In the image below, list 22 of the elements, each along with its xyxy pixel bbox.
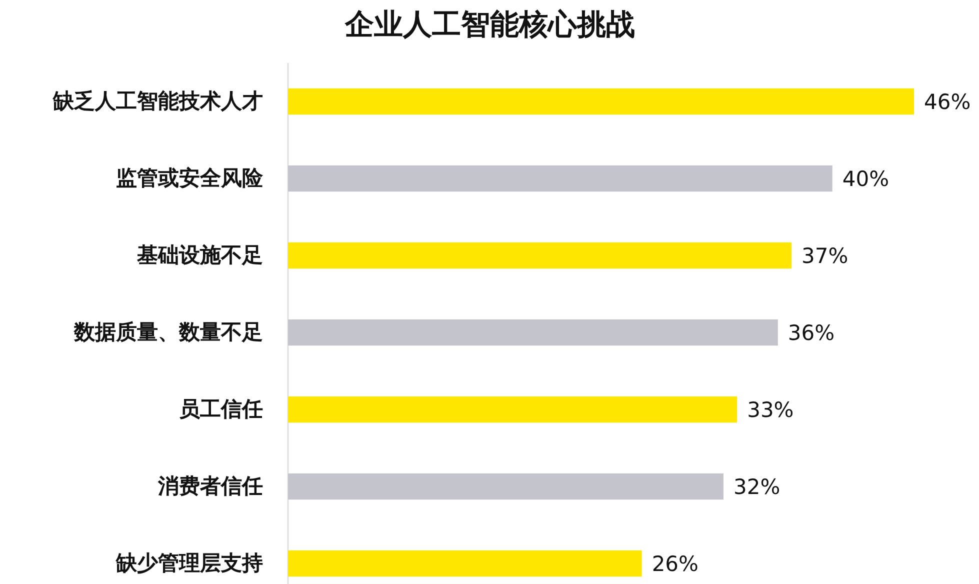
bar [288,242,792,269]
y-tick-label: 缺少管理层支持 [115,551,263,576]
y-tick-label: 缺乏人工智能技术人才 [52,89,263,114]
bar [288,550,642,577]
data-label: 26% [652,552,699,576]
bar [288,473,724,500]
data-label: 33% [747,398,794,422]
bar [288,88,914,115]
data-label: 46% [924,90,971,114]
y-tick-label: 数据质量、数量不足 [73,320,263,344]
y-tick-label: 员工信任 [179,397,263,422]
data-label: 32% [733,475,780,500]
data-label: 40% [842,167,890,192]
y-tick-label: 消费者信任 [157,474,263,498]
data-label: 37% [802,244,848,268]
bar [288,396,738,423]
data-label: 36% [788,321,835,346]
y-tick-label: 监管或安全风险 [116,166,264,190]
chart-title: 企业人工智能核心挑战 [344,7,635,41]
y-tick-label: 基础设施不足 [136,243,263,268]
bar [288,165,832,192]
bar [288,319,778,346]
